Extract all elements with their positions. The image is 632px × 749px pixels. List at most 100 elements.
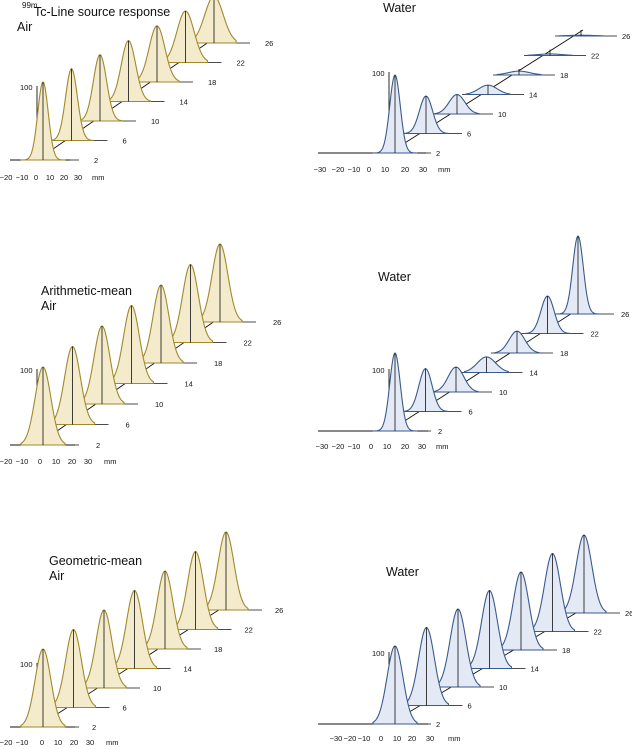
depth-label: 22 [591, 330, 599, 339]
x-tick-label: −20 [344, 734, 357, 743]
x-tick-label: −30 [316, 442, 329, 451]
slice-depth-22: 22 [159, 10, 245, 68]
panel-title: Arithmetic-mean [41, 284, 132, 298]
depth-label: 26 [265, 39, 273, 48]
depth-label: 18 [562, 646, 570, 655]
panel-r1-water: Water 100 −30 −20 −10 0 10 20 30 mm 26 22 18 14 10 6 2 [314, 1, 631, 174]
x-tick-label: 10 [381, 165, 389, 174]
x-tick-label: −30 [330, 734, 343, 743]
x-tick-label: −30 [314, 165, 327, 174]
depth-label: 22 [594, 628, 602, 637]
slice-depth-18: 18 [493, 69, 568, 80]
depth-label: 18 [214, 359, 222, 368]
x-axis: −30 −20 −10 0 10 20 30 mm [314, 152, 451, 174]
depth-label: 14 [529, 91, 537, 100]
x-tick-label: 20 [401, 442, 409, 451]
depth-label: 6 [123, 137, 127, 146]
slice-depth-14: 14 [108, 589, 192, 674]
depth-label: 6 [123, 704, 127, 713]
slice-depth-10: 10 [78, 609, 161, 693]
slice-depth-2: 2 [369, 352, 442, 436]
x-tick-label: 10 [52, 457, 60, 466]
depth-label: 26 [622, 32, 630, 41]
x-tick-label: 20 [68, 457, 76, 466]
depth-label: 6 [468, 702, 472, 711]
slice-depth-10: 10 [432, 608, 507, 692]
y-tick-100: 100 [372, 69, 385, 78]
x-tick-label: −10 [348, 165, 361, 174]
depth-label: 2 [436, 149, 440, 158]
y-tick-100: 100 [372, 366, 385, 375]
y-tick-100: 100 [20, 83, 33, 92]
slice-depth-2: 2 [17, 648, 96, 732]
x-axis: −20 −10 0 10 20 30 mm [0, 159, 105, 182]
depth-label: 2 [94, 156, 98, 165]
slice-depth-14: 14 [463, 589, 539, 674]
x-tick-label: −20 [332, 165, 345, 174]
slice-depth-10: 10 [430, 366, 507, 397]
x-tick-label: 30 [419, 165, 427, 174]
slice-depth-2: 2 [369, 645, 440, 729]
panel-title: Water [383, 1, 416, 15]
depth-label: 2 [438, 427, 442, 436]
x-tick-label: 10 [383, 442, 391, 451]
slice-depth-18: 18 [135, 284, 222, 368]
x-tick-label: 20 [70, 738, 78, 747]
slice-depth-18: 18 [495, 571, 570, 655]
depth-label: 2 [96, 441, 100, 450]
x-tick-label: 10 [393, 734, 401, 743]
slice-depth-6: 6 [400, 626, 472, 711]
slice-depth-22: 22 [169, 550, 253, 635]
slice-depth-6: 6 [47, 628, 127, 713]
x-tick-label: −20 [0, 457, 12, 466]
depth-label: 18 [560, 349, 568, 358]
panel-title: Air [49, 569, 64, 583]
depth-label: 14 [184, 665, 192, 674]
slice-depth-2: 2 [17, 81, 98, 165]
panel-r3-water: Water 100 −30 −20 −10 0 10 20 30 mm 26 22 18 14 10 6 2 [318, 534, 632, 743]
slice-depth-2: 2 [17, 366, 100, 450]
slice-depth-18: 18 [139, 570, 222, 654]
depth-label: 18 [208, 78, 216, 87]
figure-title-superscript: 99m [22, 1, 38, 10]
depth-label: 14 [530, 369, 538, 378]
x-tick-label: 30 [418, 442, 426, 451]
slice-depth-22: 22 [521, 295, 599, 339]
depth-label: 26 [273, 318, 281, 327]
panel-r2-water: Water 100 −30 −20 −10 0 10 20 30 mm 26 22 18 14 10 6 2 [316, 235, 629, 451]
depth-label: 26 [621, 310, 629, 319]
depth-label: 18 [214, 645, 222, 654]
panel-title: Air [41, 299, 56, 313]
slice-depth-22: 22 [524, 49, 599, 61]
panel-title: Water [378, 270, 411, 284]
figure-title: Tc-Line source response [34, 5, 170, 19]
slice-depth-6: 6 [46, 345, 130, 430]
slice-depth-26: 26 [558, 534, 632, 618]
slice-depth-26: 26 [552, 235, 629, 319]
depth-label: 22 [591, 52, 599, 61]
x-axis: −20 −10 0 10 20 30 mm [0, 726, 119, 747]
slice-depth-6: 6 [399, 368, 473, 417]
depth-label: 10 [499, 388, 507, 397]
x-tick-label: 20 [408, 734, 416, 743]
x-tick-label: 0 [367, 165, 371, 174]
slice-depth-22: 22 [164, 263, 252, 348]
x-tick-label: 20 [60, 173, 68, 182]
x-tick-label: −10 [16, 738, 29, 747]
x-tick-label: 0 [40, 738, 44, 747]
x-tick-label: mm [436, 442, 449, 451]
x-tick-label: 10 [54, 738, 62, 747]
x-tick-label: −20 [332, 442, 345, 451]
depth-label: 26 [625, 609, 632, 618]
depth-label: 18 [560, 71, 568, 80]
depth-label: 2 [436, 720, 440, 729]
x-tick-label: −10 [16, 457, 29, 466]
y-tick-100: 100 [20, 660, 33, 669]
x-axis: −30 −20 −10 0 10 20 30 mm [316, 430, 449, 451]
x-tick-label: 30 [74, 173, 82, 182]
slice-depth-6: 6 [45, 68, 127, 146]
x-tick-label: mm [106, 738, 119, 747]
depth-label: 22 [245, 626, 253, 635]
